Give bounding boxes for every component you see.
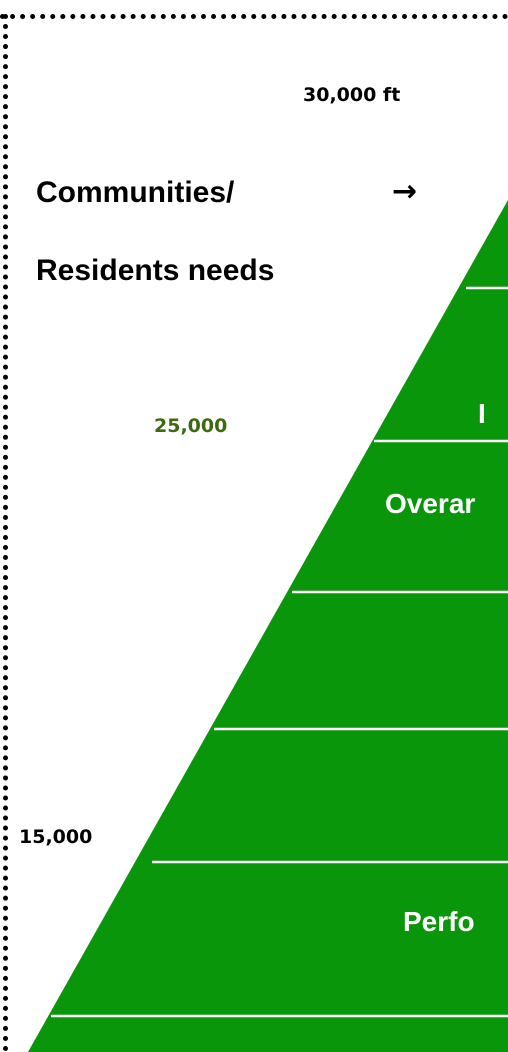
right-arrow-icon: →: [392, 174, 418, 209]
tier-6-label: Perfo: [403, 906, 475, 937]
dotted-border-top: [0, 14, 508, 19]
altitude-label-mid: 25,000: [154, 415, 228, 437]
altitude-label-top: 30,000 ft: [303, 84, 401, 106]
dotted-border-left: [3, 14, 8, 1052]
tier-dividers: [51, 286, 508, 1018]
tier-2-label: I: [478, 398, 486, 429]
altitude-label-low: 15,000: [19, 826, 93, 848]
tier-3-label: Overar: [385, 488, 476, 519]
side-label-line1: Communities/: [36, 176, 235, 209]
side-label-line2: Residents needs: [36, 254, 275, 287]
pyramid-body: [28, 200, 508, 1052]
